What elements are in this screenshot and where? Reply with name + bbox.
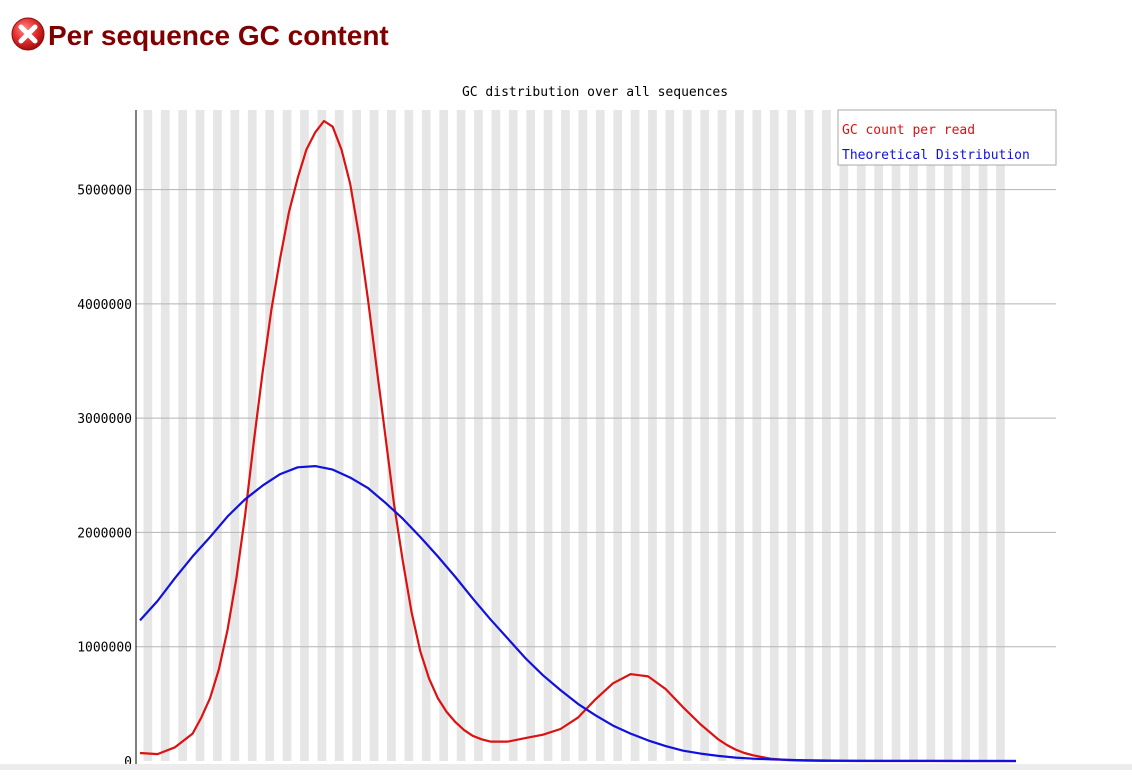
background-stripe: [247, 110, 257, 761]
background-stripe: [300, 110, 309, 761]
background-stripe: [421, 110, 431, 761]
background-stripe: [178, 110, 187, 761]
background-stripe: [856, 110, 866, 761]
background-stripe: [874, 110, 883, 761]
background-stripe: [648, 110, 657, 761]
legend-box: [837, 109, 1057, 166]
gc-distribution-chart: 0 1000000 2000000 3000000 4000000 5000000 GC …: [77, 85, 1057, 770]
background-stripe: [526, 110, 535, 761]
background-stripe: [717, 110, 727, 761]
background-stripe: [822, 110, 831, 761]
background-stripe: [578, 110, 588, 761]
legend-entry-theoretical: Theoretical Distribution: [842, 148, 1030, 163]
y-tick-labels: 0 1000000 2000000 3000000 4000000 5000000: [77, 184, 132, 770]
error-icon: [10, 16, 46, 52]
background-stripe: [317, 110, 327, 761]
background-stripe: [665, 110, 675, 761]
background-stripe: [682, 110, 692, 761]
horizontal-grid: [136, 189, 1056, 648]
background-stripe: [839, 110, 849, 761]
background-stripe: [352, 110, 361, 761]
background-stripe: [369, 110, 379, 761]
background-stripe: [334, 110, 344, 761]
background-stripe: [387, 110, 396, 761]
background-stripe: [926, 110, 936, 761]
background-stripe: [265, 110, 274, 761]
background-stripe: [543, 110, 553, 761]
background-stripe: [943, 110, 953, 761]
background-stripe: [769, 110, 779, 761]
background-stripe: [439, 110, 448, 761]
background-stripe: [961, 110, 970, 761]
background-stripe: [978, 110, 988, 761]
chart-container: 0 1000000 2000000 3000000 4000000 5000000 GC …: [0, 78, 1132, 770]
background-stripe: [891, 110, 901, 761]
background-stripe: [595, 110, 605, 761]
header: Per sequence GC content: [10, 14, 389, 54]
bottom-divider: [0, 764, 1132, 770]
background-stripe: [787, 110, 796, 761]
background-stripe: [404, 110, 414, 761]
background-stripe: [160, 110, 170, 761]
page-title: Per sequence GC content: [48, 20, 389, 51]
background-stripe: [996, 110, 1005, 761]
y-tick-label: 4000000: [77, 298, 132, 313]
y-tick-label: 2000000: [77, 526, 132, 541]
background-stripe: [230, 110, 240, 761]
background-stripe: [213, 110, 222, 761]
background-stripe: [909, 110, 918, 761]
background-stripe: [630, 110, 640, 761]
background-stripe: [143, 110, 153, 761]
background-stripe: [508, 110, 518, 761]
background-stripe: [456, 110, 466, 761]
background-stripe: [561, 110, 570, 761]
y-tick-label: 5000000: [77, 184, 132, 199]
chart-title: GC distribution over all sequences: [462, 85, 728, 100]
y-tick-label: 3000000: [77, 412, 132, 427]
y-tick-label: 0: [124, 755, 132, 770]
legend-entry-gc-count: GC count per read: [842, 123, 975, 138]
y-tick-label: 1000000: [77, 641, 132, 656]
series-layer: [139, 119, 1016, 763]
background-stripe: [700, 110, 709, 761]
background-stripe: [491, 110, 501, 761]
background-stripe: [752, 110, 762, 761]
background-stripe: [735, 110, 744, 761]
background-stripe: [195, 110, 205, 761]
series-line-theoretical: [139, 465, 1016, 763]
background-stripe: [804, 110, 814, 761]
background-stripe: [282, 110, 292, 761]
background-stripe: [613, 110, 622, 761]
legend: GC count per read Theoretical Distributi…: [837, 109, 1057, 166]
background-stripes: [143, 110, 1005, 761]
background-stripe: [474, 110, 483, 761]
